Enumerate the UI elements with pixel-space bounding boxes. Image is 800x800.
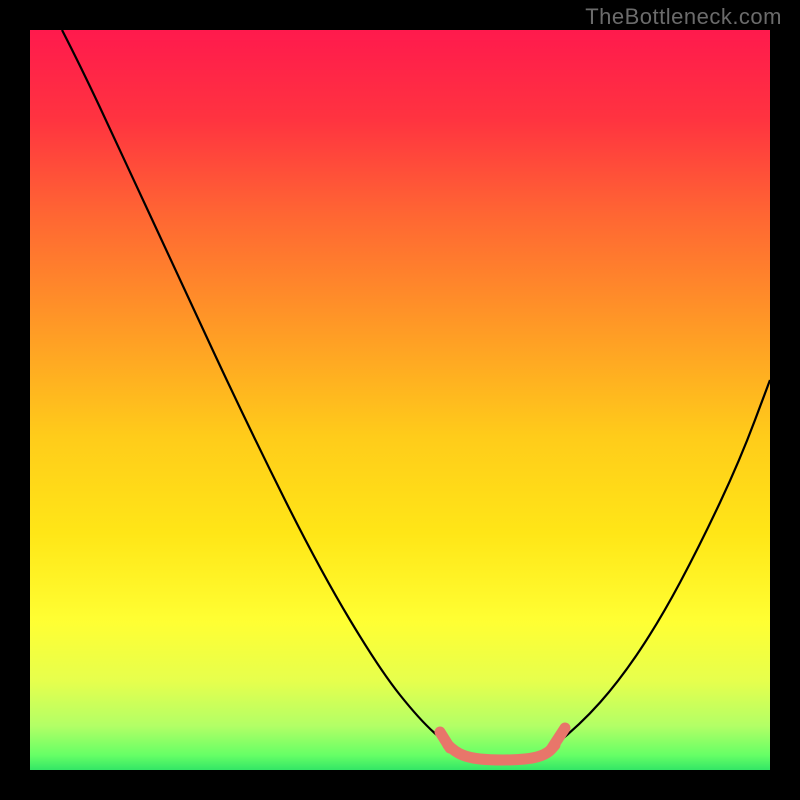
chart-svg (0, 0, 800, 800)
bottleneck-chart (0, 0, 800, 800)
gradient-background (30, 30, 770, 770)
